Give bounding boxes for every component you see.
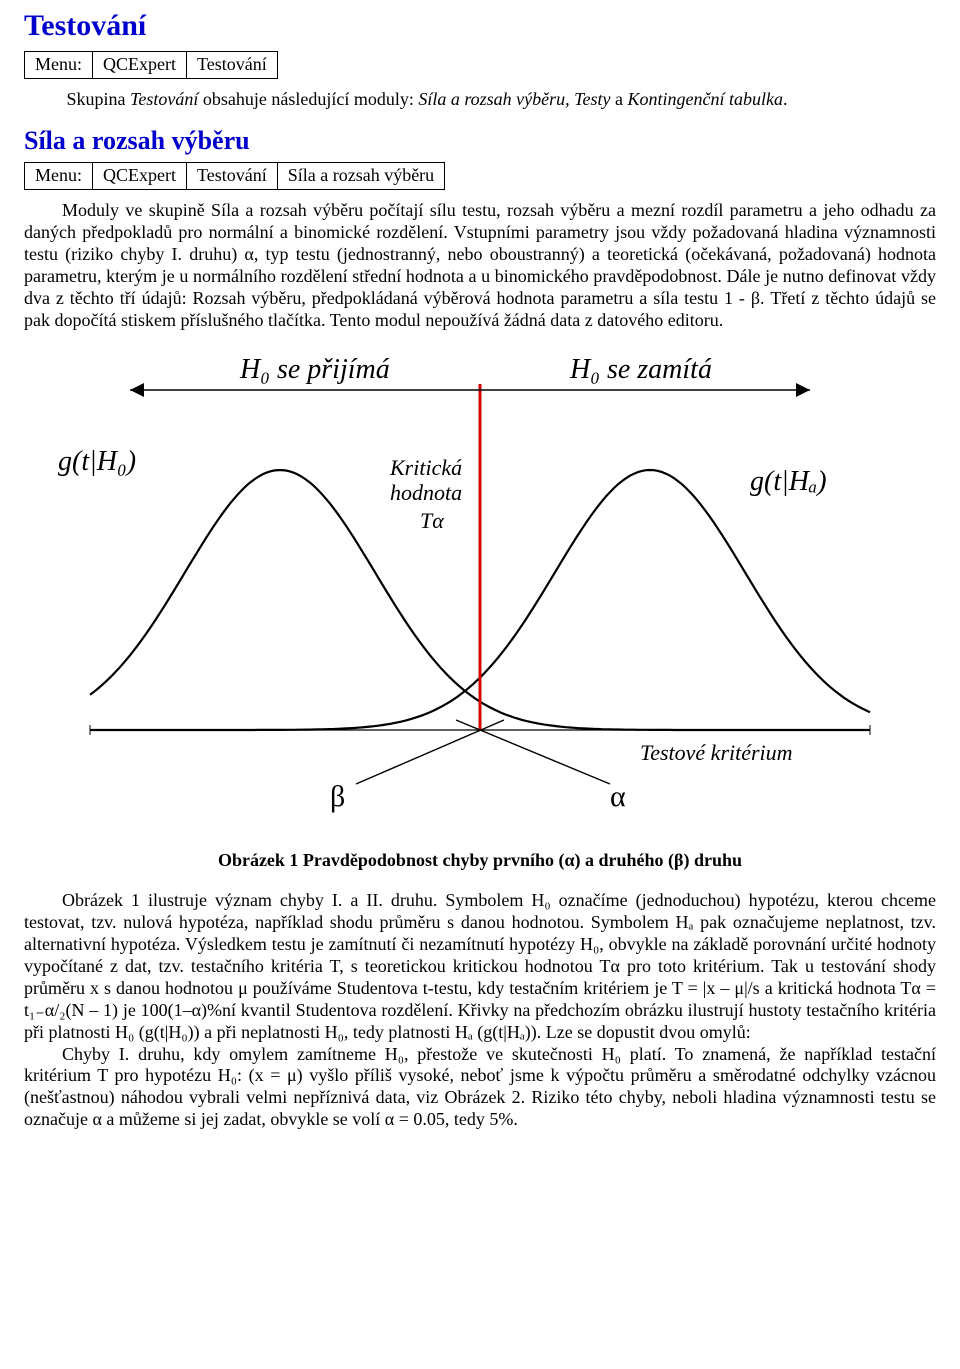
intro-mid2: a bbox=[611, 89, 628, 109]
intro-end: . bbox=[783, 89, 788, 109]
menu2-c2: QCExpert bbox=[93, 163, 187, 190]
svg-text:β: β bbox=[330, 780, 345, 813]
svg-text:H₀ se zamítá: H₀ se zamítá bbox=[569, 354, 712, 385]
svg-text:H₀ se přijímá: H₀ se přijímá bbox=[239, 354, 390, 385]
page-title: Testování bbox=[24, 8, 936, 45]
svg-text:Tα: Tα bbox=[420, 508, 444, 533]
svg-text:Testové kritérium: Testové kritérium bbox=[640, 740, 793, 765]
svg-text:α: α bbox=[610, 780, 626, 813]
figure-1-caption: Obrázek 1 Pravděpodobnost chyby prvního … bbox=[24, 850, 936, 872]
paragraph-3: Chyby I. druhu, kdy omylem zamítneme H₀,… bbox=[24, 1044, 936, 1132]
intro-ital3: Kontingenční tabulka bbox=[628, 89, 783, 109]
intro-mid: obsahuje následující moduly: bbox=[198, 89, 418, 109]
menu2-c4: Síla a rozsah výběru bbox=[277, 163, 444, 190]
svg-text:Kritická: Kritická bbox=[389, 455, 462, 480]
menu-table-2: Menu: QCExpert Testování Síla a rozsah v… bbox=[24, 162, 445, 190]
menu2-c1: Menu: bbox=[25, 163, 93, 190]
menu2-c3: Testování bbox=[186, 163, 277, 190]
intro-pre: Skupina bbox=[67, 89, 131, 109]
intro-ital2: Síla a rozsah výběru, Testy bbox=[418, 89, 610, 109]
svg-text:g(t|Hₐ): g(t|Hₐ) bbox=[750, 466, 827, 497]
figure-1: H₀ se přijímá H₀ se zamítá g(t|H₀) g(t|Hₐ) K… bbox=[50, 350, 910, 840]
menu-table-1: Menu: QCExpert Testování bbox=[24, 51, 278, 79]
intro-ital: Testování bbox=[130, 89, 198, 109]
section-title: Síla a rozsah výběru bbox=[24, 125, 936, 157]
svg-text:hodnota: hodnota bbox=[390, 480, 462, 505]
svg-text:g(t|H₀): g(t|H₀) bbox=[58, 446, 136, 477]
menu1-c1: Menu: bbox=[25, 51, 93, 78]
intro-paragraph: Skupina Testování obsahuje následující m… bbox=[24, 89, 936, 111]
paragraph-1: Moduly ve skupině Síla a rozsah výběru p… bbox=[24, 200, 936, 332]
menu1-c3: Testování bbox=[186, 51, 277, 78]
figure-1-wrap: H₀ se přijímá H₀ se zamítá g(t|H₀) g(t|Hₐ) K… bbox=[24, 350, 936, 840]
paragraph-2: Obrázek 1 ilustruje význam chyby I. a II… bbox=[24, 890, 936, 1044]
menu1-c2: QCExpert bbox=[93, 51, 187, 78]
